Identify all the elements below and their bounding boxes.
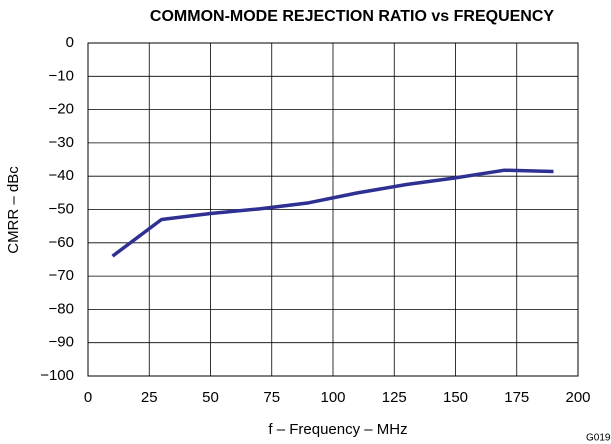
y-tick-label: −90 [49, 334, 74, 351]
x-tick-label: 125 [382, 389, 407, 406]
y-tick-label: −20 [49, 101, 74, 118]
data-line [111, 168, 554, 258]
y-tick-label: −40 [49, 167, 74, 184]
x-tick-label: 175 [504, 389, 529, 406]
x-axis-label: f – Frequency – MHz [268, 421, 407, 438]
y-tick-label: −70 [49, 267, 74, 284]
x-tick-label: 25 [141, 389, 158, 406]
y-tick-label: −30 [49, 134, 74, 151]
x-tick-label: 150 [443, 389, 468, 406]
x-tick-label: 200 [565, 389, 590, 406]
plot-frame [87, 42, 579, 377]
y-tick-label: −10 [49, 67, 74, 84]
figure-note: G019 [586, 433, 611, 444]
x-tick-label: 50 [202, 389, 219, 406]
x-tick-label: 0 [84, 389, 92, 406]
chart-title: COMMON-MODE REJECTION RATIO vs FREQUENCY [150, 8, 555, 25]
y-tick-label: −80 [49, 300, 74, 317]
x-tick-label: 75 [263, 389, 280, 406]
y-tick-label: 0 [66, 34, 74, 51]
y-tick-label: −100 [40, 367, 74, 384]
y-tick-label: −50 [49, 200, 74, 217]
y-axis-label: CMRR – dBc [5, 166, 22, 254]
y-tick-label: −60 [49, 234, 74, 251]
x-tick-label: 100 [320, 389, 345, 406]
